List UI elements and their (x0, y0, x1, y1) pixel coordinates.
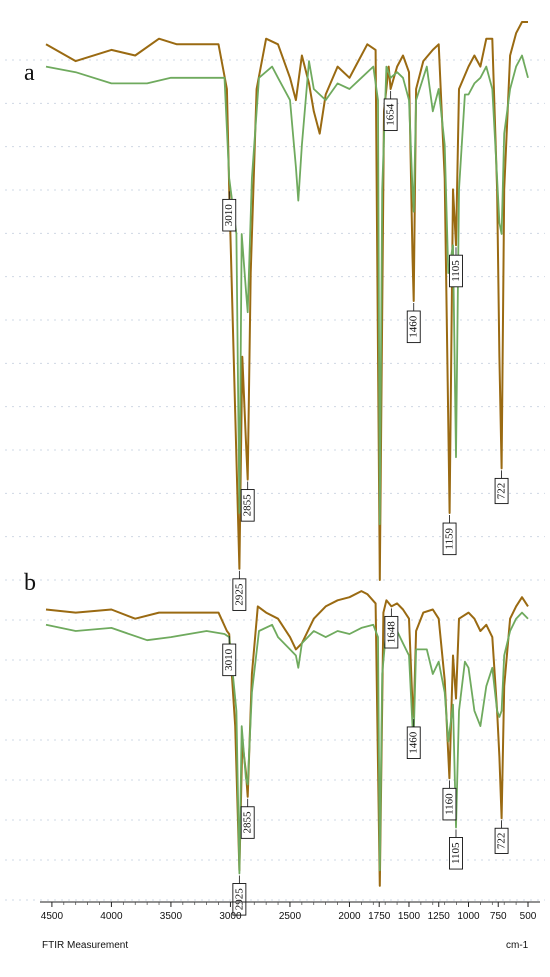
peak-label-1105: 1105 (449, 829, 463, 870)
horizontal-gridlines (5, 59, 545, 901)
peak-label-2855: 2855 (240, 481, 255, 522)
peak-label-box (406, 726, 421, 759)
peak-label-2925: 2925 (232, 570, 247, 611)
peak-label-2855: 2855 (240, 798, 255, 839)
peak-label-box (232, 578, 247, 611)
x-tick-label: 4500 (41, 911, 64, 922)
peak-label-1654: 1654 (383, 90, 398, 132)
spectrum-line-green (45, 611, 529, 875)
peak-label-text: 3010 (223, 204, 235, 227)
x-tick-label: 1500 (398, 911, 421, 922)
x-axis: 4500 4000 3500 3000 2500 2000 1750 1500 1250 1000… (40, 901, 540, 951)
peak-label-text: 1105 (450, 842, 462, 864)
peak-label-box (442, 522, 457, 556)
peak-label-722: 722 (494, 820, 509, 854)
peak-label-text: 1105 (450, 260, 462, 282)
peak-label-text: 1654 (385, 103, 397, 126)
peak-label-box (442, 787, 457, 821)
x-axis-unit-label: cm-1 (506, 940, 529, 951)
panel-a-peak-labels: 3010 2925 2855 1654 1460 1159 1105 722 (222, 90, 509, 611)
peak-label-1460: 1460 (406, 718, 421, 759)
x-tick-label: 2000 (338, 911, 361, 922)
peak-label-box (494, 477, 509, 505)
panel-b-spectrum: b 3010 2925 2855 1648 1460 1160 1105 722 (24, 570, 529, 916)
x-axis-ticks: 4500 4000 3500 3000 2500 2000 1750 1500 1250 1000… (41, 902, 537, 922)
peak-label-box (494, 827, 509, 854)
x-tick-label: 750 (490, 911, 507, 922)
spectrum-line-brown (45, 21, 528, 581)
peak-label-722: 722 (494, 470, 509, 505)
panel-a-spectrum: a 3010 2925 2855 1654 1460 1159 1105 722 (24, 21, 529, 611)
peak-label-1105: 1105 (449, 247, 463, 288)
x-tick-label: 3500 (160, 911, 183, 922)
x-tick-label: 2500 (279, 911, 302, 922)
peak-label-1648: 1648 (384, 608, 399, 649)
peak-label-text: 1159 (444, 528, 456, 550)
peak-label-1460: 1460 (406, 303, 421, 344)
peak-label-text: 1460 (408, 731, 420, 754)
x-tick-label: 500 (520, 911, 537, 922)
peak-label-3010: 3010 (222, 636, 237, 677)
peak-label-text: 2925 (233, 583, 245, 606)
x-tick-label: 1000 (457, 911, 480, 922)
peak-label-text: 722 (496, 833, 508, 850)
panel-a-letter: a (24, 60, 35, 86)
peak-label-box (449, 254, 463, 288)
peak-label-box (383, 98, 398, 132)
peak-label-text: 3010 (223, 648, 235, 671)
panel-b-series (45, 590, 529, 887)
peak-label-text: 2855 (242, 811, 254, 834)
peak-label-2925: 2925 (232, 875, 247, 916)
panel-b-peak-labels: 3010 2925 2855 1648 1460 1160 1105 722 (222, 608, 509, 916)
spectrum-line-green (45, 54, 529, 526)
peak-label-box (384, 615, 399, 649)
peak-label-text: 2925 (233, 888, 245, 911)
peak-label-box (406, 310, 421, 344)
x-axis-caption: FTIR Measurement (42, 940, 128, 951)
peak-label-box (222, 643, 237, 677)
peak-label-text: 722 (496, 483, 508, 500)
peak-label-box (449, 837, 463, 870)
x-tick-label: 1750 (368, 911, 391, 922)
peak-label-1160: 1160 (442, 780, 457, 821)
peak-label-box (222, 198, 237, 232)
peak-label-box (232, 883, 247, 916)
peak-label-box (240, 489, 255, 522)
x-tick-label: 3000 (219, 911, 242, 922)
peak-label-text: 1160 (443, 793, 455, 815)
peak-label-text: 2855 (242, 494, 254, 517)
panel-a-series (45, 21, 529, 581)
peak-label-box (240, 806, 255, 839)
x-tick-label: 1250 (428, 911, 451, 922)
x-tick-label: 4000 (100, 911, 123, 922)
peak-label-1159: 1159 (442, 515, 457, 556)
peak-label-text: 1460 (408, 315, 420, 338)
peak-label-3010: 3010 (222, 191, 237, 232)
peak-label-text: 1648 (385, 621, 397, 644)
panel-b-letter: b (24, 570, 36, 596)
